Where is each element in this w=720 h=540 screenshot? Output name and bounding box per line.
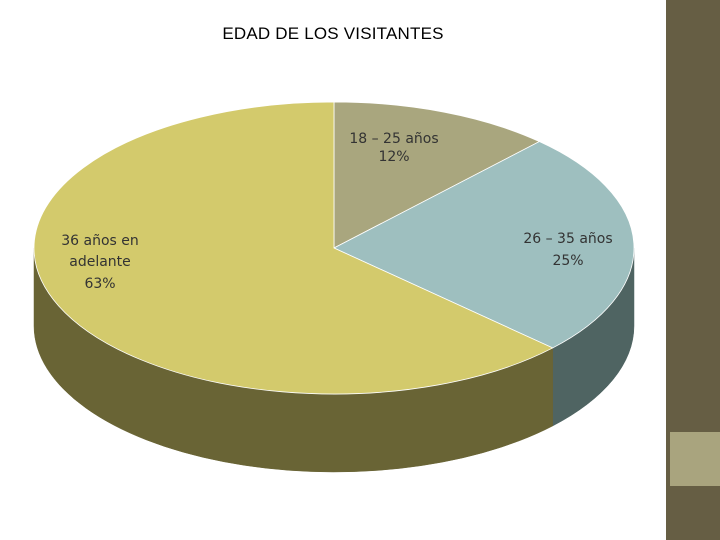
pie-labels: 18 – 25 años 12% 26 – 35 años 25% 36 años en…	[61, 131, 612, 292]
slice-percent-label: 12%	[378, 149, 409, 165]
slice-category-label: 36 años en	[61, 233, 139, 249]
slice-category-label: 18 – 25 años	[349, 131, 438, 147]
slice-category-label: adelante	[69, 254, 131, 270]
pie-slice-26-35-anos	[333, 141, 635, 349]
data-label-36-anos-en-adelante: 36 años en adelante 63%	[61, 233, 139, 292]
sidebar-divider	[664, 0, 666, 540]
data-label-26-35-anos: 26 – 35 años 25%	[523, 231, 612, 269]
data-label-18-25-anos: 18 – 25 años 12%	[349, 131, 438, 165]
sidebar-accent-block	[670, 432, 720, 486]
pie-slice-18-25-anos	[333, 101, 541, 249]
pie-tops	[33, 101, 635, 395]
pie-slice-36-anos-en-adelante	[33, 101, 554, 395]
slice-percent-label: 63%	[84, 276, 115, 292]
chart-title: EDAD DE LOS VISITANTES	[222, 24, 444, 43]
slice-category-label: 26 – 35 años	[523, 231, 612, 247]
slice-percent-label: 25%	[552, 253, 583, 269]
